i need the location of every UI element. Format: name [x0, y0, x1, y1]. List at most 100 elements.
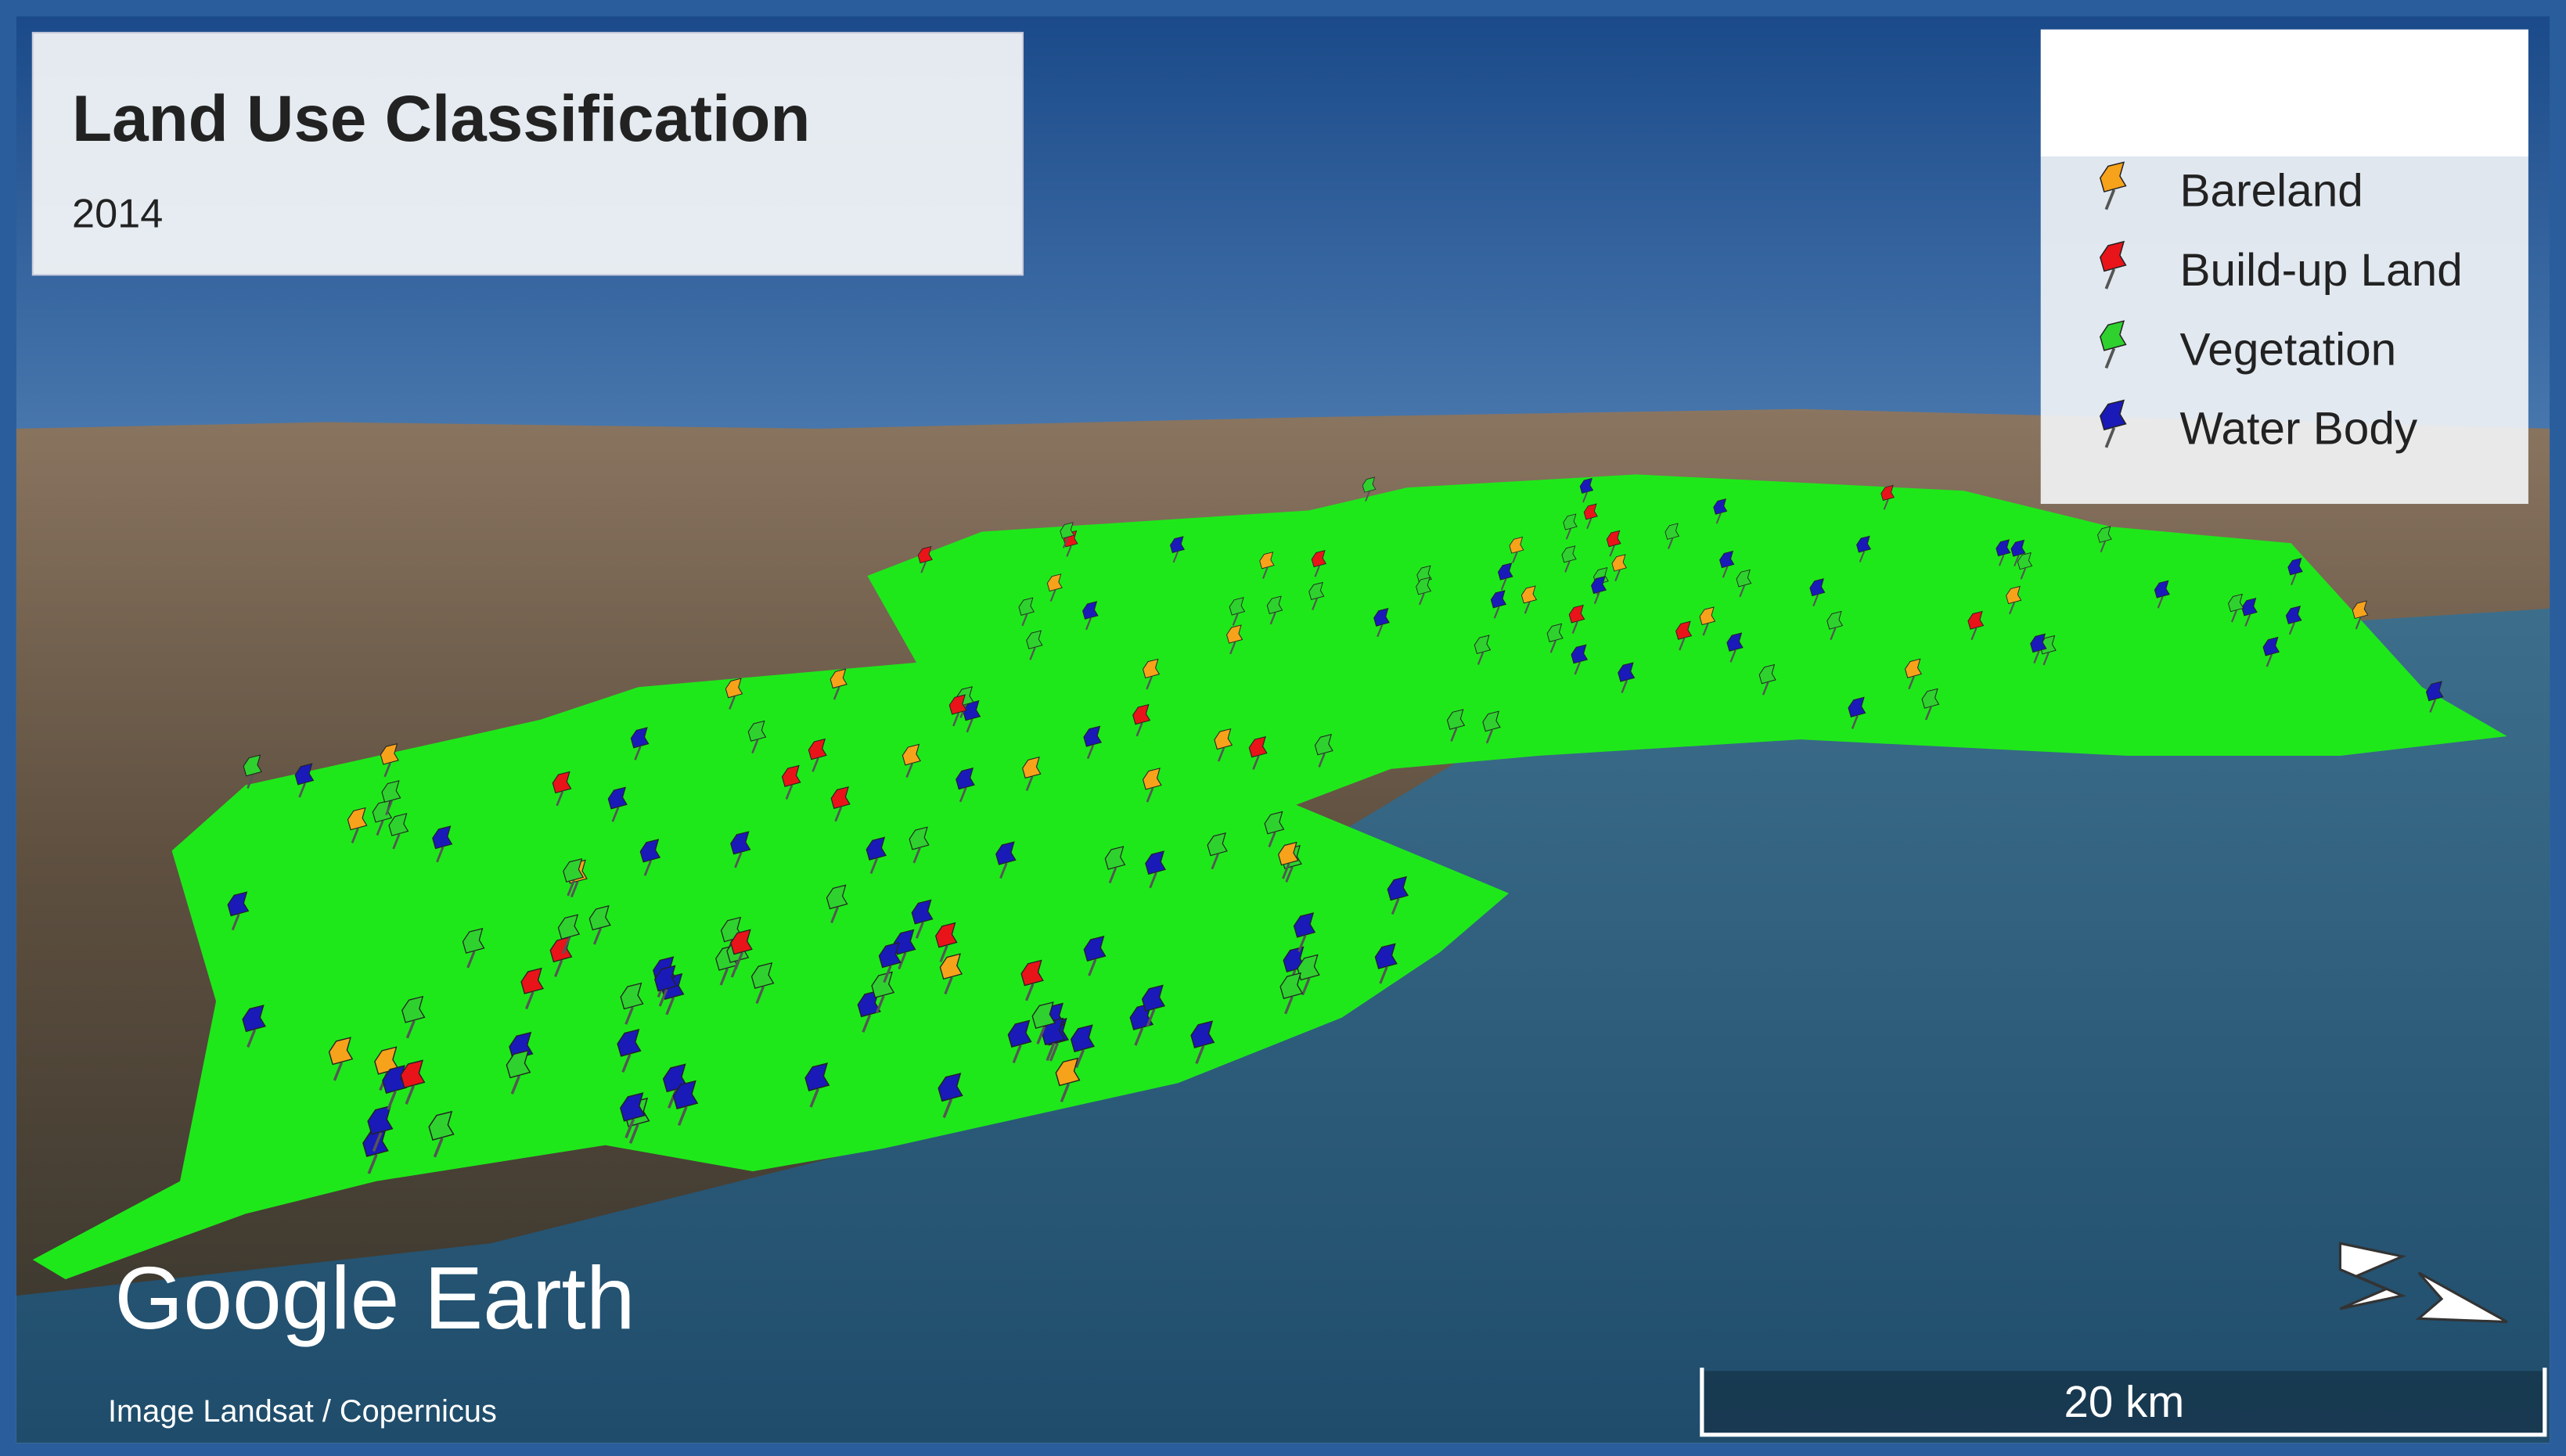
- pin: [362, 1127, 389, 1174]
- pin-needle: [1722, 566, 1729, 578]
- pin-needle: [1739, 585, 1746, 598]
- pin: [1314, 734, 1333, 768]
- pin: [730, 929, 753, 970]
- pin-needle: [734, 951, 743, 970]
- pin-needle: [1108, 867, 1117, 884]
- pin: [672, 1080, 699, 1127]
- pin-needle: [920, 561, 927, 573]
- pin-needle: [1609, 545, 1615, 557]
- pin: [552, 771, 572, 807]
- pin-head: [1279, 972, 1304, 1000]
- pin-needle: [1565, 528, 1572, 540]
- scale-bar-line: [1700, 1368, 2547, 1437]
- pin-needle: [830, 906, 839, 924]
- pin-head: [725, 678, 743, 699]
- pin-needle: [405, 1020, 416, 1039]
- pin-needle: [634, 746, 642, 760]
- pin: [939, 953, 963, 995]
- pin-needle: [1493, 606, 1500, 619]
- pin: [2100, 399, 2127, 448]
- pin-head: [1726, 632, 1744, 652]
- pin-head: [830, 786, 851, 810]
- pin: [1026, 630, 1043, 660]
- pin-head: [1904, 658, 1923, 678]
- pin-needle: [876, 995, 885, 1014]
- pin: [1083, 935, 1107, 976]
- pin-head: [1713, 498, 1728, 515]
- pin-head: [1521, 585, 1538, 604]
- pin-needle: [1036, 1026, 1046, 1044]
- pin: [963, 699, 981, 733]
- pin: [2287, 557, 2303, 586]
- pin-head: [902, 743, 921, 766]
- pin: [432, 825, 453, 863]
- pin-head: [1848, 696, 1866, 717]
- pin: [1719, 550, 1735, 578]
- pin-needle: [1574, 661, 1582, 675]
- pin: [878, 942, 902, 983]
- pin-head: [1142, 768, 1162, 790]
- pin-needle: [751, 739, 759, 754]
- pin-needle: [1477, 652, 1485, 665]
- pin-head: [654, 965, 678, 992]
- pin-head: [620, 1092, 646, 1122]
- pin: [1387, 875, 1409, 915]
- pin-head: [1190, 1020, 1215, 1048]
- pin: [1996, 539, 2011, 566]
- pin-head: [1132, 703, 1151, 725]
- pin-needle: [1012, 1044, 1022, 1064]
- pin: [781, 764, 801, 800]
- pin-head: [804, 1062, 830, 1091]
- pin-needle: [1029, 647, 1036, 660]
- pin-head: [2100, 240, 2127, 272]
- pin: [2030, 633, 2047, 664]
- pin-head: [1169, 536, 1186, 553]
- pin-needle: [1571, 621, 1578, 634]
- pin: [428, 1110, 455, 1158]
- pin: [227, 891, 250, 931]
- pin-head: [1020, 959, 1044, 987]
- pin-head: [1143, 658, 1161, 679]
- pin-needle: [1418, 593, 1425, 606]
- pin: [2352, 600, 2369, 630]
- pin: [1248, 735, 1268, 770]
- pin-head: [2285, 606, 2302, 624]
- pin: [1482, 710, 1501, 744]
- pin-head: [871, 971, 895, 998]
- pin-needle: [1229, 642, 1236, 655]
- scale-bar-bg: [1701, 1371, 2545, 1436]
- pin-needle: [1450, 728, 1458, 742]
- pin-head: [557, 914, 581, 940]
- pin-needle: [1859, 551, 1866, 563]
- pin-needle: [1085, 617, 1092, 631]
- pin: [462, 928, 485, 969]
- pin-needle: [1365, 491, 1371, 502]
- pin: [1758, 663, 1776, 696]
- pin: [617, 1028, 642, 1073]
- pin: [917, 546, 933, 573]
- pin: [804, 1062, 830, 1108]
- pin: [1579, 477, 1594, 503]
- pin: [909, 826, 930, 864]
- pin-head: [672, 1080, 699, 1109]
- pin-head: [1387, 875, 1409, 901]
- pin-needle: [1025, 776, 1034, 791]
- pin-head: [1482, 710, 1501, 732]
- pin: [2100, 240, 2127, 289]
- pin: [830, 786, 851, 822]
- pin-needle: [351, 828, 359, 843]
- pin: [893, 929, 916, 970]
- legend-label: Bareland: [2179, 165, 2363, 216]
- pin-needle: [2355, 617, 2362, 630]
- pin-needle: [1391, 897, 1400, 915]
- pin-needle: [2429, 699, 2437, 713]
- pin-head: [588, 905, 611, 931]
- pin: [607, 786, 628, 822]
- pin: [826, 884, 848, 924]
- pin-head: [1490, 590, 1507, 609]
- pin-needle: [2104, 347, 2116, 369]
- pin: [1675, 620, 1693, 651]
- pin-needle: [643, 860, 653, 876]
- pin-needle: [812, 757, 819, 772]
